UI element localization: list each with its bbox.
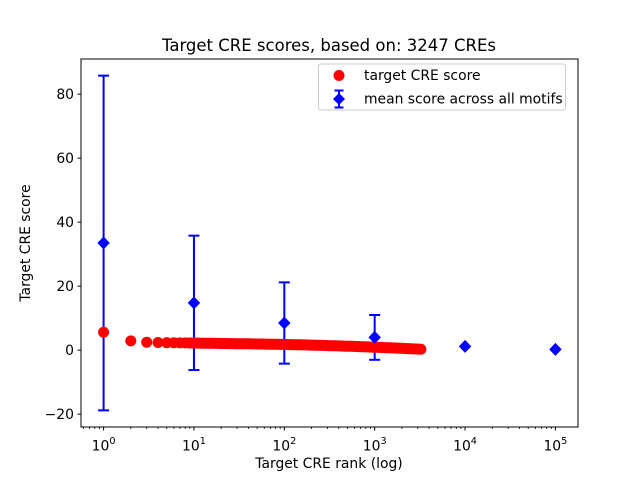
y-tick-label: 80 bbox=[56, 87, 74, 103]
x-tick-label: 102 bbox=[272, 436, 296, 455]
x-axis-label: Target CRE rank (log) bbox=[254, 456, 402, 472]
target-cre-dot bbox=[152, 337, 164, 349]
mean-score-diamond bbox=[368, 330, 381, 344]
y-axis-ticks: −20 0 20 40 60 80 bbox=[45, 87, 81, 423]
legend: target CRE score mean score across all m… bbox=[318, 63, 566, 111]
x-tick-label: 104 bbox=[453, 436, 477, 455]
mean-score-diamond bbox=[97, 236, 110, 250]
y-tick-label: 20 bbox=[56, 279, 74, 295]
y-tick-label: 0 bbox=[65, 343, 74, 359]
x-tick-label: 103 bbox=[363, 436, 387, 455]
mean-score-diamond bbox=[187, 296, 201, 310]
target-cre-dot bbox=[125, 335, 137, 347]
y-tick-label: 60 bbox=[56, 151, 74, 167]
y-axis-label: Target CRE score bbox=[18, 184, 34, 302]
x-tick-label: 105 bbox=[543, 436, 567, 455]
target-cre-dot bbox=[141, 336, 153, 348]
legend-frame bbox=[318, 63, 566, 111]
series-target-cre-score bbox=[98, 326, 427, 355]
x-tick-label: 100 bbox=[92, 436, 116, 455]
target-cre-dot bbox=[98, 326, 110, 338]
errorbar-lines bbox=[98, 74, 381, 412]
legend-label-target-cre-score: target CRE score bbox=[364, 68, 481, 84]
chart-title: Target CRE scores, based on: 3247 CREs bbox=[161, 36, 496, 55]
x-axis-ticks: 100 101 102 103 104 105 bbox=[83, 427, 567, 455]
mean-score-diamond bbox=[458, 339, 472, 353]
legend-red-dot-icon bbox=[333, 70, 345, 81]
mean-score-diamond bbox=[549, 342, 562, 356]
mean-score-diamond bbox=[278, 316, 291, 330]
target-cre-dot-band bbox=[184, 337, 427, 355]
x-tick-label: 101 bbox=[182, 436, 206, 455]
y-tick-label: −20 bbox=[45, 407, 74, 423]
y-tick-label: 40 bbox=[56, 215, 74, 231]
legend-label-mean-score: mean score across all motifs bbox=[364, 92, 563, 108]
legend-blue-diamond-errorbar-icon bbox=[333, 89, 345, 109]
plot-area bbox=[80, 58, 579, 428]
series-mean-score-markers bbox=[97, 236, 562, 356]
